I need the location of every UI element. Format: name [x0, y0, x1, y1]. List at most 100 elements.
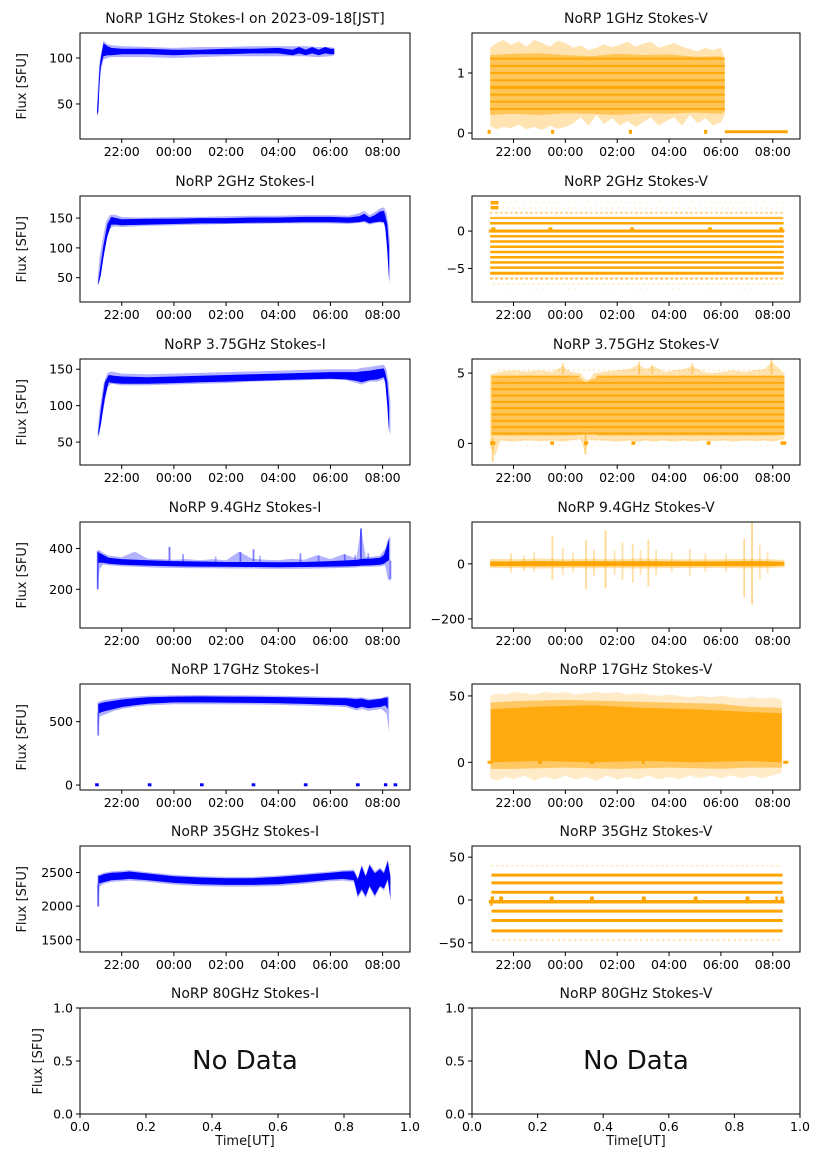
x-tick-label: 06:00	[312, 633, 348, 648]
x-tick-label: 22:00	[104, 957, 140, 972]
plot-17ghz-stokes-v: 22:00 00:00 02:00 04:00 06:00 08:00 0 50	[449, 683, 801, 810]
plot-80ghz-stokes-i: 0.0 0.2 0.4 0.6 0.8 1.0 0.0 0.5 1.0	[53, 1001, 420, 1135]
plot-1ghz-stokes-i: 22:00 00:00 02:00 04:00 06:00 08:00 50 100	[49, 32, 411, 159]
y-tick-label: 2500	[41, 865, 73, 880]
plot-17ghz-stokes-i: 22:00 00:00 02:00 04:00 06:00 08:00 0 500	[49, 683, 411, 810]
y-tick-label: 200	[49, 582, 73, 597]
y-tick-label: 150	[49, 211, 73, 226]
x-tick-label: 06:00	[703, 633, 739, 648]
y-tick-label: 50	[57, 435, 73, 450]
x-tick-label: 06:00	[312, 470, 348, 485]
x-tick-label: 06:00	[312, 144, 348, 159]
x-tick-label: 06:00	[703, 795, 739, 810]
x-tick-label: 0.8	[334, 1119, 354, 1134]
x-tick-label: 08:00	[365, 633, 401, 648]
y-tick-label: −5	[447, 261, 465, 276]
x-tick-label: 0.0	[70, 1119, 90, 1134]
x-tick-label: 08:00	[755, 144, 791, 159]
x-tick-label: 06:00	[312, 957, 348, 972]
x-axis-label-80ghz-i: Time[UT]	[215, 1134, 275, 1149]
y-axis-label-80ghz: Flux [SFU]	[30, 1027, 46, 1095]
y-tick-label: 100	[49, 240, 73, 255]
x-tick-label: 22:00	[104, 470, 140, 485]
y-tick-label: 5	[457, 366, 465, 381]
y-tick-label: 0.5	[53, 1054, 73, 1069]
y-tick-label: 0.0	[53, 1107, 73, 1122]
x-tick-label: 02:00	[599, 144, 635, 159]
y-axis-label-3.75ghz: Flux [SFU]	[14, 378, 30, 446]
x-tick-label: 00:00	[547, 144, 583, 159]
x-tick-label: 1.0	[400, 1119, 420, 1134]
x-tick-label: 22:00	[104, 633, 140, 648]
subplot-title-1ghz-v: NoRP 1GHz Stokes-V	[563, 11, 708, 27]
subplot-title-17ghz-i: NoRP 17GHz Stokes-I	[170, 662, 320, 678]
x-tick-label: 22:00	[104, 795, 140, 810]
x-tick-label: 04:00	[651, 307, 687, 322]
x-tick-label: 0.0	[462, 1119, 482, 1134]
x-tick-label: 00:00	[547, 633, 583, 648]
x-tick-label: 00:00	[547, 795, 583, 810]
x-tick-label: 0.6	[659, 1119, 679, 1134]
y-tick-label: 50	[449, 850, 465, 865]
y-tick-label: 0.0	[445, 1107, 465, 1122]
y-tick-label: 2000	[41, 899, 73, 914]
x-tick-label: 04:00	[651, 633, 687, 648]
y-tick-label: 50	[57, 96, 73, 111]
x-tick-label: 08:00	[365, 470, 401, 485]
x-tick-label: 0.8	[724, 1119, 744, 1134]
subplot-title-35ghz-v: NoRP 35GHz Stokes-V	[559, 824, 713, 840]
x-tick-label: 08:00	[755, 957, 791, 972]
x-tick-label: 00:00	[547, 470, 583, 485]
x-tick-label: 02:00	[208, 633, 244, 648]
plot-35ghz-stokes-v: 22:00 00:00 02:00 04:00 06:00 08:00 50 0 −50	[439, 845, 801, 972]
y-tick-label: −50	[439, 935, 465, 950]
y-axis-label-17ghz: Flux [SFU]	[14, 703, 30, 771]
x-tick-label: 08:00	[365, 144, 401, 159]
subplot-title-80ghz-i: NoRP 80GHz Stokes-I	[170, 986, 320, 1002]
x-tick-label: 08:00	[755, 633, 791, 648]
x-tick-label: 04:00	[260, 144, 296, 159]
x-tick-label: 02:00	[599, 795, 635, 810]
y-tick-label: −200	[431, 611, 465, 626]
x-axis-label-80ghz-v: Time[UT]	[606, 1134, 666, 1149]
x-tick-label: 06:00	[703, 470, 739, 485]
x-tick-label: 0.2	[136, 1119, 156, 1134]
subplot-title-2ghz-v: NoRP 2GHz Stokes-V	[563, 174, 708, 190]
x-tick-label: 0.4	[202, 1119, 222, 1134]
no-data-text-80ghz-v: No Data	[583, 1046, 689, 1076]
x-tick-label: 04:00	[260, 795, 296, 810]
x-tick-label: 04:00	[651, 957, 687, 972]
y-axis-label-2ghz: Flux [SFU]	[14, 215, 30, 283]
plot-9.4ghz-stokes-v: 22:00 00:00 02:00 04:00 06:00 08:00 0 −200	[431, 521, 801, 648]
subplot-title-9.4ghz-i: NoRP 9.4GHz Stokes-I	[168, 500, 322, 516]
x-tick-label: 22:00	[495, 470, 531, 485]
x-tick-label: 22:00	[104, 307, 140, 322]
x-tick-label: 00:00	[547, 957, 583, 972]
x-tick-label: 22:00	[495, 633, 531, 648]
x-tick-label: 02:00	[599, 957, 635, 972]
y-tick-label: 0	[457, 436, 465, 451]
y-tick-label: 50	[449, 688, 465, 703]
no-data-text-80ghz-i: No Data	[192, 1046, 298, 1076]
x-tick-label: 00:00	[156, 470, 192, 485]
x-tick-label: 04:00	[260, 307, 296, 322]
subplot-title-17ghz-v: NoRP 17GHz Stokes-V	[559, 662, 713, 678]
plot-2ghz-stokes-v: 22:00 00:00 02:00 04:00 06:00 08:00 0 −5	[447, 195, 801, 322]
x-tick-label: 1.0	[790, 1119, 810, 1134]
y-tick-label: 100	[49, 51, 73, 66]
plot-35ghz-stokes-i: 22:00 00:00 02:00 04:00 06:00 08:00 1500 2000 25…	[41, 845, 411, 972]
x-tick-label: 02:00	[208, 307, 244, 322]
x-tick-label: 02:00	[599, 470, 635, 485]
x-tick-label: 08:00	[755, 470, 791, 485]
x-tick-label: 02:00	[208, 957, 244, 972]
x-tick-label: 04:00	[651, 470, 687, 485]
x-tick-label: 22:00	[495, 307, 531, 322]
x-tick-label: 22:00	[495, 144, 531, 159]
x-tick-label: 00:00	[156, 144, 192, 159]
subplot-title-2ghz-i: NoRP 2GHz Stokes-I	[175, 174, 315, 190]
subplot-title-1ghz-i: NoRP 1GHz Stokes-I on 2023-09-18[JST]	[105, 11, 385, 27]
x-tick-label: 06:00	[703, 307, 739, 322]
x-tick-label: 22:00	[104, 144, 140, 159]
x-tick-label: 00:00	[156, 795, 192, 810]
